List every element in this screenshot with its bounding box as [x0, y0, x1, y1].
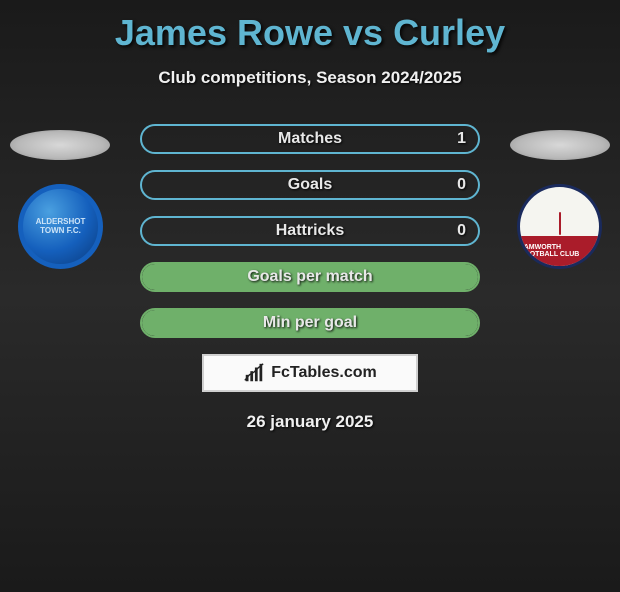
- player1-name: James Rowe: [115, 12, 333, 53]
- stat-bar: Min per goal: [140, 308, 480, 338]
- stat-label: Hattricks: [276, 222, 344, 240]
- watermark[interactable]: FcTables.com: [202, 354, 418, 392]
- subtitle: Club competitions, Season 2024/2025: [0, 68, 620, 88]
- stat-bar: Goals 0: [140, 170, 480, 200]
- player1-ellipse: [10, 130, 110, 160]
- stat-bar: Matches 1: [140, 124, 480, 154]
- stats-bars: Matches 1 Goals 0 Hattricks 0 Goals per match M…: [140, 124, 480, 338]
- stat-label: Goals: [288, 176, 332, 194]
- team-left-badge-text: ALDERSHOT TOWN F.C.: [23, 218, 98, 236]
- stat-bar: Goals per match: [140, 262, 480, 292]
- watermark-text: FcTables.com: [271, 364, 377, 382]
- stat-value-right: 0: [457, 222, 466, 240]
- stat-label: Matches: [278, 130, 342, 148]
- vs-text: vs: [343, 12, 383, 53]
- team-right-badge: TAMWORTH FOOTBALL CLUB: [517, 184, 602, 269]
- comparison-content: ALDERSHOT TOWN F.C. TAMWORTH FOOTBALL CL…: [0, 124, 620, 338]
- stat-value-right: 1: [457, 130, 466, 148]
- date-text: 26 january 2025: [0, 412, 620, 432]
- stat-bar: Hattricks 0: [140, 216, 480, 246]
- stat-label: Min per goal: [263, 314, 357, 332]
- team-left-badge: ALDERSHOT TOWN F.C.: [18, 184, 103, 269]
- stat-value-right: 0: [457, 176, 466, 194]
- team-right-badge-text: TAMWORTH FOOTBALL CLUB: [520, 244, 599, 258]
- stat-label: Goals per match: [247, 268, 372, 286]
- player2-name: Curley: [393, 12, 505, 53]
- chart-icon: [243, 362, 265, 384]
- comparison-title: James Rowe vs Curley: [0, 12, 620, 54]
- player2-ellipse: [510, 130, 610, 160]
